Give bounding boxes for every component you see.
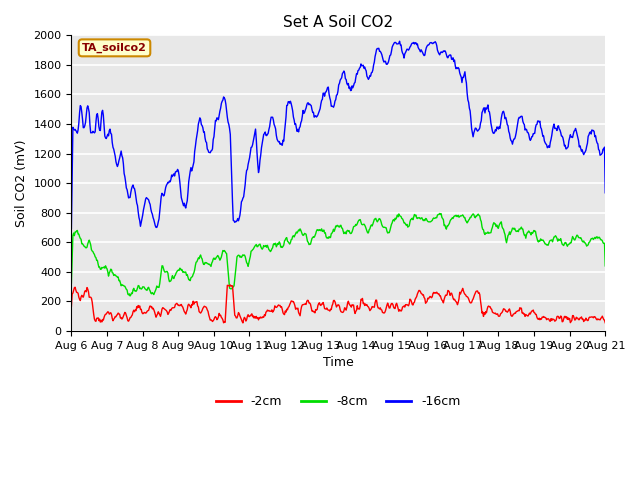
Title: Set A Soil CO2: Set A Soil CO2 [284, 15, 394, 30]
Text: TA_soilco2: TA_soilco2 [82, 43, 147, 53]
X-axis label: Time: Time [323, 356, 354, 369]
Legend: -2cm, -8cm, -16cm: -2cm, -8cm, -16cm [211, 390, 466, 413]
Y-axis label: Soil CO2 (mV): Soil CO2 (mV) [15, 139, 28, 227]
